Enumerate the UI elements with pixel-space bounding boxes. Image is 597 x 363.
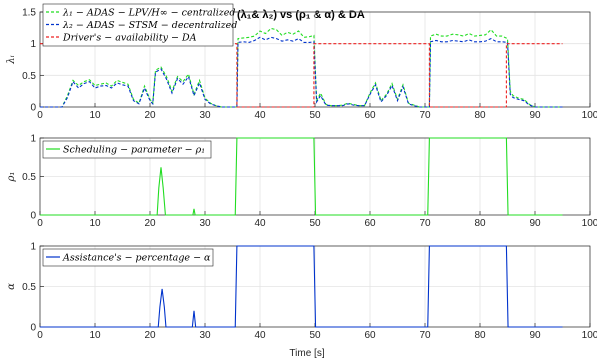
x-tick-label: 30 [199, 218, 211, 229]
x-tick-label: 0 [37, 330, 43, 341]
x-tick-label: 60 [364, 110, 376, 121]
legend-box [42, 140, 212, 159]
series-line-1 [40, 27, 563, 108]
x-tick-label: 50 [309, 218, 321, 229]
x-tick-label: 90 [529, 218, 541, 229]
x-tick-label: 40 [254, 218, 266, 229]
legend-entry: Assistance's − percentage − α [62, 253, 211, 264]
y-tick-label: 0 [30, 211, 36, 222]
y-axis-label: α [6, 283, 17, 290]
x-tick-label: 100 [582, 110, 597, 121]
x-tick-label: 90 [529, 110, 541, 121]
x-tick-label: 50 [309, 330, 321, 341]
y-tick-label: 0.5 [22, 282, 36, 293]
x-tick-label: 20 [144, 218, 156, 229]
x-tick-label: 50 [309, 110, 321, 121]
x-tick-label: 10 [89, 330, 101, 341]
x-tick-label: 30 [199, 330, 211, 341]
y-tick-label: 0.5 [22, 172, 36, 183]
x-tick-label: 80 [474, 110, 486, 121]
legend-entry: Scheduling − parameter − ρ₁ [63, 145, 205, 156]
x-tick-label: 70 [419, 330, 431, 341]
x-tick-label: 40 [254, 330, 266, 341]
x-tick-label: 10 [89, 110, 101, 121]
x-tick-label: 60 [364, 330, 376, 341]
x-tick-label: 20 [144, 330, 156, 341]
y-tick-label: 0 [30, 323, 36, 334]
y-tick-label: 0.5 [22, 71, 36, 82]
x-tick-label: 80 [474, 330, 486, 341]
x-tick-label: 100 [582, 218, 597, 229]
x-axis-label: Time [s] [289, 348, 324, 359]
y-tick-label: 1 [30, 242, 36, 253]
figure-title: (λ₁& λ₂) vs (ρ₁ & α) & DA [237, 9, 365, 21]
y-tick-label: 1 [30, 39, 36, 50]
series-line-1 [40, 245, 563, 328]
y-tick-label: 1.5 [22, 8, 36, 19]
y-axis-label: ρ₁ [6, 172, 17, 183]
x-tick-label: 10 [89, 218, 101, 229]
x-tick-label: 70 [419, 110, 431, 121]
panel-3: 0 10 20 30 40 50 60 70 80 90 100 0 0.5 1 α Assistance's… [6, 242, 597, 342]
x-tick-label: 0 [37, 218, 43, 229]
x-tick-label: 100 [582, 330, 597, 341]
x-tick-label: 70 [419, 218, 431, 229]
legend-box [42, 3, 234, 47]
x-tick-label: 20 [144, 110, 156, 121]
x-tick-label: 0 [37, 110, 43, 121]
series-line-2 [40, 36, 563, 108]
panel-2: 0 10 20 30 40 50 60 70 80 90 100 0 0.5 1 ρ₁ Scheduling … [6, 134, 597, 230]
legend-box [42, 248, 214, 267]
y-tick-label: 0 [30, 103, 36, 114]
y-axis-label: λᵢ [6, 55, 17, 64]
y-tick-label: 1 [30, 134, 36, 145]
legend-entry: λ₁ − ADAS − LPV/H∞ − centralized [62, 8, 236, 19]
series-line-1 [40, 137, 563, 216]
x-tick-label: 90 [529, 330, 541, 341]
x-tick-label: 40 [254, 110, 266, 121]
legend-entry: λ₂ − ADAS − STSM − decentralized [62, 20, 237, 31]
legend-entry: Driver's − availability − DA [62, 33, 197, 44]
x-tick-label: 30 [199, 110, 211, 121]
x-tick-label: 60 [364, 218, 376, 229]
panel-1: 0 10 20 30 40 50 60 70 80 90 100 0 0.5 1 1.5 λᵢ λ₁ − ADA… [6, 3, 597, 121]
x-tick-label: 80 [474, 218, 486, 229]
